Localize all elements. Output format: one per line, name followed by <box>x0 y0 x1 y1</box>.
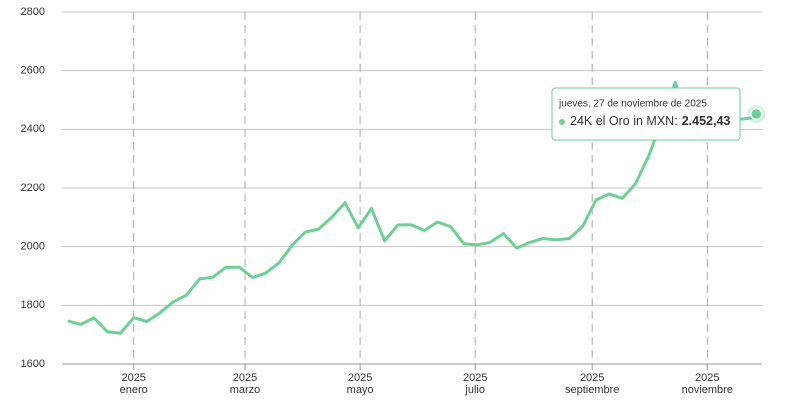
tooltip-text: 24K el Oro in MXN: 2.452,43 <box>570 114 730 128</box>
x-tick-label: 2025 <box>348 372 372 384</box>
tooltip-value: 2.452,43 <box>682 114 731 128</box>
x-tick-label: 2025 <box>695 372 719 384</box>
x-tick-label: 2025 <box>463 372 487 384</box>
x-tick-label: septiembre <box>565 384 619 396</box>
tooltip-series: 24K el Oro in MXN: <box>570 114 678 128</box>
x-tick-label: enero <box>120 384 148 396</box>
x-tick-label: 2025 <box>580 372 604 384</box>
series-line <box>67 80 758 335</box>
x-tick-label: noviembre <box>682 384 733 396</box>
y-tick-label: 2800 <box>21 6 45 18</box>
y-tick-label: 2600 <box>21 65 45 77</box>
x-tick-label: marzo <box>230 384 261 396</box>
hover-point <box>750 107 763 121</box>
y-tick-label: 2000 <box>21 241 45 253</box>
x-tick-label: mayo <box>347 384 374 396</box>
x-tick-label: 2025 <box>121 372 145 384</box>
y-tick-label: 1600 <box>21 358 45 370</box>
tooltip-title: jueves, 27 de noviembre de 2025 <box>558 99 707 110</box>
x-tick-label: 2025 <box>233 372 257 384</box>
x-tick-label: julio <box>464 384 485 396</box>
tooltip: jueves, 27 de noviembre de 2025 24K el Or… <box>551 87 741 141</box>
tooltip-dot <box>559 119 565 125</box>
y-tick-label: 2200 <box>21 182 45 194</box>
y-tick-label: 1800 <box>21 299 45 311</box>
tooltip-box <box>551 87 741 141</box>
y-tick-label: 2400 <box>21 123 45 135</box>
